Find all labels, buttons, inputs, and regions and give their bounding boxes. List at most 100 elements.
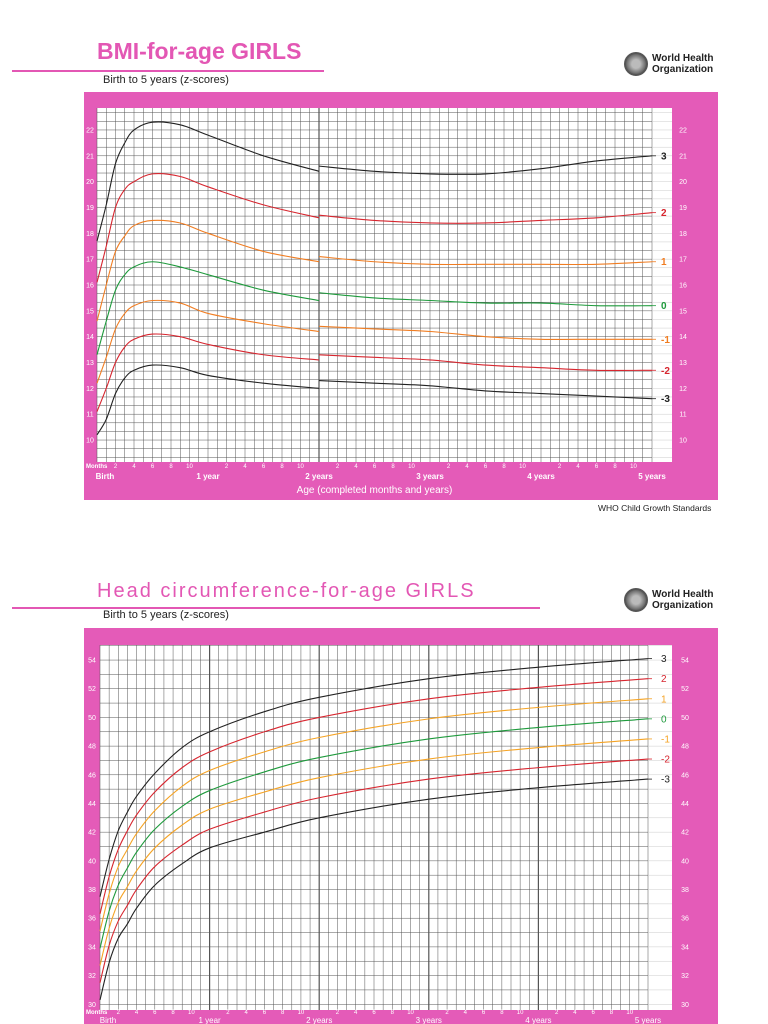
curve-z0 <box>96 261 320 355</box>
y-tick-label-right: 52 <box>681 686 689 693</box>
month-tick-label: 2 <box>555 1010 559 1016</box>
month-tick-label: 6 <box>263 1010 267 1016</box>
z-score-label: 1 <box>661 257 667 268</box>
month-tick-label: 10 <box>408 464 415 470</box>
month-tick-label: 4 <box>573 1010 577 1016</box>
y-tick-label-left: 54 <box>88 658 96 665</box>
y-tick-label-right: 48 <box>681 744 689 751</box>
y-tick-label-right: 11 <box>679 412 686 419</box>
month-tick-label: 10 <box>407 1010 414 1016</box>
who-emblem-icon <box>624 588 648 612</box>
hc-chart-subtitle: Birth to 5 years (z-scores) <box>103 609 229 621</box>
curve-z-1 <box>318 325 652 341</box>
grid <box>96 108 672 462</box>
y-tick-label-left: 52 <box>88 686 96 693</box>
month-tick-label: 6 <box>484 464 488 470</box>
z-score-label: -1 <box>661 734 670 745</box>
month-tick-label: 2 <box>225 464 229 470</box>
month-tick-label: 2 <box>114 464 118 470</box>
plot-area <box>100 645 672 1010</box>
curve-z0 <box>318 292 653 307</box>
year-label: 5 years <box>635 1016 661 1024</box>
y-tick-label-left: 21 <box>86 153 94 160</box>
month-tick-label: 4 <box>576 464 580 470</box>
curve-z2 <box>96 173 320 283</box>
month-tick-label: 4 <box>244 1010 248 1016</box>
bmi-chart-title: BMI-for-age GIRLS <box>97 38 302 64</box>
curve-z-1 <box>99 738 649 966</box>
month-tick-label: 8 <box>391 1010 395 1016</box>
curve-z-3 <box>318 380 653 400</box>
year-label: 1 year <box>198 1016 221 1024</box>
month-tick-label: 8 <box>280 464 284 470</box>
curve-z-3 <box>99 778 649 1001</box>
year-label: 4 years <box>527 472 555 481</box>
y-tick-label-left: 22 <box>86 127 94 134</box>
z-score-label: 3 <box>661 654 667 665</box>
y-tick-label-left: 40 <box>88 858 96 865</box>
curve-z-3 <box>96 364 320 436</box>
month-tick-label: 6 <box>372 1010 376 1016</box>
curve-z-2 <box>99 758 649 983</box>
month-tick-label: 10 <box>297 464 304 470</box>
who-logo: World Health Organization <box>624 588 713 612</box>
month-tick-label: 10 <box>517 1010 524 1016</box>
y-tick-label-left: 12 <box>86 386 94 393</box>
year-label: 1 year <box>196 472 219 481</box>
bmi-chart-subtitle: Birth to 5 years (z-scores) <box>103 74 229 86</box>
y-tick-label-right: 18 <box>679 231 687 238</box>
who-emblem-icon <box>624 52 648 76</box>
month-tick-label: 4 <box>354 1010 358 1016</box>
curve-z1 <box>99 698 649 932</box>
logo-line1: World Health <box>652 589 714 600</box>
y-tick-label-left: 42 <box>88 830 96 837</box>
month-tick-label: 2 <box>447 464 451 470</box>
x-unit-label: Months <box>86 1010 108 1016</box>
month-tick-label: 6 <box>482 1010 486 1016</box>
z-score-label: -2 <box>661 755 670 766</box>
who-logo: World Health Organization <box>624 52 713 76</box>
month-tick-label: 6 <box>595 464 599 470</box>
y-axis-label: Head circumference (cm) <box>66 771 77 883</box>
y-tick-label-right: 12 <box>679 386 687 393</box>
month-tick-label: 6 <box>373 464 377 470</box>
month-tick-label: 8 <box>171 1010 175 1016</box>
logo-line1: World Health <box>652 53 714 64</box>
month-tick-label: 4 <box>243 464 247 470</box>
y-tick-label-left: 20 <box>86 179 94 186</box>
month-tick-label: 8 <box>502 464 506 470</box>
y-tick-label-right: 13 <box>679 360 687 367</box>
y-tick-label-left: 19 <box>86 205 94 212</box>
month-tick-label: 4 <box>465 464 469 470</box>
y-tick-label-right: 50 <box>681 715 689 722</box>
year-label: 3 years <box>416 1016 442 1024</box>
year-label: 3 years <box>416 472 444 481</box>
curve-z-1 <box>96 299 320 384</box>
month-tick-label: 10 <box>298 1010 305 1016</box>
month-tick-label: 10 <box>188 1010 195 1016</box>
month-tick-label: 4 <box>354 464 358 470</box>
y-tick-label-left: 17 <box>86 257 94 264</box>
y-tick-label-left: 13 <box>86 360 94 367</box>
month-tick-label: 6 <box>151 464 155 470</box>
month-tick-label: 6 <box>592 1010 596 1016</box>
month-tick-label: 8 <box>391 464 395 470</box>
month-tick-label: 6 <box>262 464 266 470</box>
month-tick-label: 8 <box>169 464 173 470</box>
y-tick-label-right: 38 <box>681 887 689 894</box>
y-tick-label-left: 34 <box>88 944 96 951</box>
y-tick-label-left: 30 <box>88 1002 96 1009</box>
month-tick-label: 10 <box>630 464 637 470</box>
year-label: 2 years <box>306 1016 332 1024</box>
z-score-label: 2 <box>661 674 667 685</box>
hc-chart-title: Head circumference-for-age GIRLS <box>97 580 476 602</box>
z-score-label: 0 <box>661 714 667 725</box>
y-tick-label-left: 50 <box>88 715 96 722</box>
y-tick-label-left: 36 <box>88 916 96 923</box>
logo-line2: Organization <box>652 600 714 611</box>
month-tick-label: 10 <box>519 464 526 470</box>
z-score-label: -3 <box>661 394 670 405</box>
y-tick-label-right: 32 <box>681 973 689 980</box>
